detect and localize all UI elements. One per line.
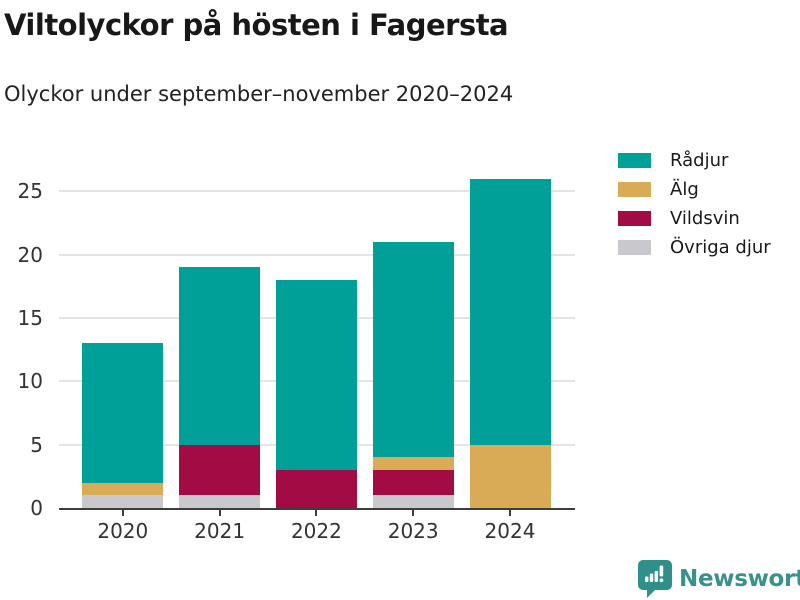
bar-segment [372,457,454,471]
legend-item: Älg [618,175,771,204]
stacked-bar [372,242,454,508]
bar-segment [82,343,164,483]
x-axis-tick-label: 2024 [484,519,536,543]
chart-title: Viltolyckor på hösten i Fagersta [4,8,509,42]
bar-segment [469,178,551,445]
bar-segment [179,267,261,445]
gridline [59,253,575,256]
bar-segment [275,470,357,508]
legend-item: Övriga djur [618,233,771,262]
x-axis-tick-label: 2022 [290,519,342,543]
legend-swatch [618,240,651,255]
y-axis-tick-label: 0 [30,496,43,520]
plot-area: 0 5 10 15 20 25 2020 2021 2022 2023 2024 [18,166,575,543]
y-axis-tick-label: 15 [17,306,43,330]
bar-segment [275,280,357,470]
legend-item: Rådjur [618,146,771,175]
legend-label: Älg [670,179,699,200]
x-axis-tick [218,510,221,516]
newsworthy-icon [638,560,672,598]
y-axis-tick-label: 5 [30,432,43,457]
legend-label: Övriga djur [670,237,771,258]
stacked-bar [469,178,551,508]
newsworthy-wordmark: Newsworthy [679,566,800,592]
gridline [59,190,575,193]
chart-subtitle: Olyckor under september–november 2020–20… [4,82,514,106]
legend: Rådjur Älg Vildsvin Övriga djur [618,146,771,262]
stacked-bar [82,343,164,508]
legend-swatch [618,211,651,226]
legend-swatch [618,182,651,197]
x-axis-tick-label: 2021 [194,519,246,543]
bar-segment [179,495,261,508]
newsworthy-logo[interactable]: Newsworthy [638,560,800,598]
bar-segment [372,495,454,508]
legend-label: Rådjur [670,150,729,171]
x-axis-tick [412,510,415,516]
bar-segment [372,470,454,496]
bar-segment [469,444,551,508]
x-axis-tick [509,510,511,516]
legend-label: Vildsvin [670,208,740,229]
x-axis-tick-label: 2020 [97,519,149,543]
x-axis-tick-label: 2023 [387,519,439,543]
x-axis-tick [315,510,318,516]
legend-swatch [618,153,651,168]
stacked-bar [179,267,261,508]
legend-item: Vildsvin [618,204,771,233]
x-axis-tick [121,510,124,516]
bar-segment [82,482,164,496]
y-axis-tick-label: 25 [17,179,43,204]
y-axis-tick-label: 20 [17,242,43,267]
bar-segment [372,242,454,458]
bar-segment [82,495,164,508]
bar-segment [179,444,261,496]
y-axis-tick-label: 10 [17,369,43,394]
stacked-bar [275,280,357,508]
